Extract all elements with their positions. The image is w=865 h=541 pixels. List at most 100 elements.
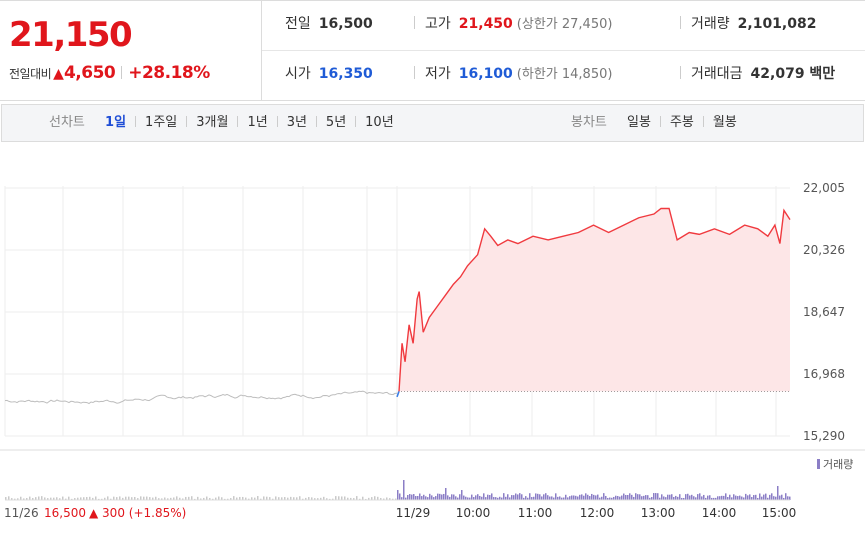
volume-bar bbox=[605, 495, 607, 500]
volume-bar bbox=[164, 497, 166, 500]
volume-bar bbox=[443, 493, 445, 500]
volume-bar bbox=[535, 493, 537, 500]
volume-bar bbox=[383, 498, 385, 500]
volume-bar bbox=[469, 497, 471, 500]
stat-value: 16,100 bbox=[458, 66, 513, 82]
volume-bar bbox=[565, 494, 567, 500]
volume-bar bbox=[751, 497, 753, 500]
volume-bar bbox=[651, 497, 653, 500]
volume-bar bbox=[627, 494, 629, 500]
volume-bar bbox=[463, 495, 465, 500]
tab-period-3[interactable]: 1년 bbox=[247, 115, 268, 130]
volume-bar bbox=[471, 494, 473, 500]
candle-chart-label: 봉차트 bbox=[571, 115, 607, 130]
stat-trade-value: 거래대금 42,079 백만 bbox=[680, 51, 835, 101]
volume-bar bbox=[266, 496, 268, 500]
prev-day-line bbox=[4, 390, 398, 405]
volume-bar bbox=[344, 496, 346, 500]
tab-candle-2[interactable]: 월봉 bbox=[712, 115, 737, 130]
volume-bar bbox=[617, 496, 619, 500]
volume-bar bbox=[781, 494, 783, 500]
volume-bar bbox=[137, 498, 139, 500]
volume-bar bbox=[194, 498, 196, 500]
volume-bar bbox=[269, 497, 271, 500]
summary-row-2: 시가 16,350 저가 16,100 (하한가 14,850) 거래대금 42,079… bbox=[262, 51, 865, 101]
volume-bar bbox=[449, 496, 451, 500]
tab-candle-1[interactable]: 주봉 bbox=[669, 115, 694, 130]
tab-period-5[interactable]: 5년 bbox=[325, 115, 347, 130]
volume-bar bbox=[437, 493, 439, 500]
volume-bar bbox=[209, 497, 211, 500]
volume-bar bbox=[140, 496, 142, 500]
volume-bar bbox=[581, 494, 583, 500]
volume-bar bbox=[44, 497, 46, 500]
volume-bar bbox=[737, 496, 739, 500]
today-area bbox=[397, 208, 790, 397]
volume-bar bbox=[591, 493, 593, 500]
up-arrow-icon: ▲ bbox=[53, 66, 64, 82]
volume-bar bbox=[487, 494, 489, 500]
volume-bar bbox=[509, 497, 511, 500]
volume-bar bbox=[711, 497, 713, 500]
volume-bar bbox=[451, 494, 453, 500]
volume-bar bbox=[517, 494, 519, 500]
y-tick-label: 15,290 bbox=[803, 429, 845, 443]
volume-bar bbox=[107, 496, 109, 500]
summary-row-1: 전일 16,500 고가 21,450 (상한가 27,450) 거래량 2,101,0… bbox=[262, 1, 865, 51]
volume-bar bbox=[245, 497, 247, 500]
volume-bar bbox=[785, 493, 787, 500]
volume-bar bbox=[475, 495, 477, 500]
volume-bar bbox=[395, 498, 397, 500]
volume-bar bbox=[338, 496, 340, 500]
tab-period-4[interactable]: 3년 bbox=[286, 115, 307, 130]
volume-bar bbox=[673, 496, 675, 500]
x-tick-label: 12:00 bbox=[580, 506, 615, 520]
volume-bar bbox=[453, 494, 455, 500]
volume-bar bbox=[485, 497, 487, 500]
volume-bar bbox=[511, 495, 513, 500]
tab-period-1[interactable]: 1주일 bbox=[145, 115, 178, 130]
volume-bar bbox=[639, 494, 641, 500]
stat-value: 21,450 bbox=[458, 16, 513, 32]
volume-bar bbox=[320, 497, 322, 500]
volume-bar bbox=[290, 496, 292, 500]
volume-bar bbox=[359, 498, 361, 500]
volume-bar bbox=[715, 497, 717, 500]
volume-bar bbox=[597, 494, 599, 500]
line-chart-label: 선차트 bbox=[49, 115, 85, 130]
volume-bar bbox=[765, 493, 767, 500]
volume-bar bbox=[263, 496, 265, 500]
volume-bar bbox=[621, 495, 623, 500]
volume-bar bbox=[14, 498, 16, 500]
tab-candle-0[interactable]: 일봉 bbox=[627, 115, 651, 130]
stat-value: 16,350 bbox=[318, 66, 373, 82]
volume-bar bbox=[399, 493, 401, 500]
volume-bar bbox=[521, 494, 523, 500]
volume-bar bbox=[323, 496, 325, 500]
volume-bar bbox=[350, 497, 352, 500]
volume-bar bbox=[655, 493, 657, 500]
tab-period-6[interactable]: 10년 bbox=[365, 115, 394, 130]
stat-label: 저가 bbox=[425, 66, 451, 82]
volume-bar bbox=[326, 498, 328, 500]
volume-bar bbox=[407, 495, 409, 500]
volume-legend-swatch bbox=[817, 459, 820, 469]
volume-bar bbox=[131, 497, 133, 500]
volume-bar bbox=[641, 496, 643, 500]
volume-bar bbox=[699, 493, 701, 500]
volume-bar bbox=[745, 493, 747, 500]
tab-period-2[interactable]: 3개월 bbox=[196, 115, 229, 130]
volume-bar bbox=[233, 496, 235, 500]
volume-bar bbox=[593, 494, 595, 500]
volume-bar bbox=[629, 493, 631, 500]
stat-open: 시가 16,350 bbox=[285, 51, 373, 101]
volume-bar bbox=[35, 497, 37, 500]
tab-period-0[interactable]: 1일 bbox=[105, 115, 127, 130]
volume-bar bbox=[495, 497, 497, 500]
volume-bar bbox=[167, 498, 169, 500]
divider bbox=[414, 16, 415, 29]
stat-label: 전일 bbox=[285, 16, 311, 32]
volume-bar bbox=[461, 490, 463, 500]
volume-bar bbox=[65, 498, 67, 500]
volume-bar bbox=[755, 494, 757, 500]
